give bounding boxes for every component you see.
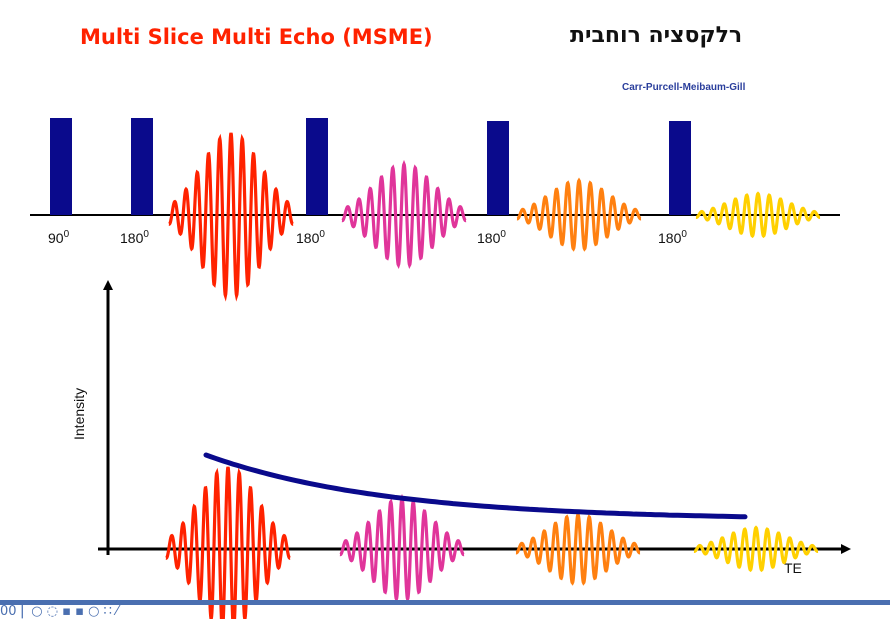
sequence-name-label: Carr-Purcell-Meibaum-Gill <box>622 82 746 93</box>
footer-text: 00 ⎢ ○ ◌ ▪ ▪ ○ ∷ ⁄ <box>0 604 119 619</box>
t2-decay-curve <box>203 452 748 520</box>
x-axis-label: TE <box>784 560 802 576</box>
slide-title-hebrew: רלקסציה רוחבית <box>570 23 743 48</box>
graph-echoes <box>165 466 819 619</box>
graph-echo-3 <box>515 511 641 586</box>
sequence-echoes <box>168 132 821 302</box>
graph-echo-1 <box>165 466 291 619</box>
pulse-label-4: 1800 <box>477 229 506 246</box>
rf-pulses <box>50 118 691 215</box>
y-axis-label: Intensity <box>71 388 87 440</box>
footer-bar <box>0 600 890 605</box>
graph-echo-4 <box>693 525 819 573</box>
pulse-label-3: 1800 <box>296 229 325 246</box>
slide-title: Multi Slice Multi Echo (MSME) <box>80 25 433 49</box>
pulse-label-2: 1800 <box>120 229 149 246</box>
rf-pulse-5 <box>669 121 691 215</box>
rf-pulse-3 <box>306 118 328 215</box>
pulse-label-1: 900 <box>48 229 70 246</box>
rf-pulse-2 <box>131 118 153 215</box>
sequence-echo-4 <box>695 191 821 239</box>
pulse-label-5: 1800 <box>658 229 687 246</box>
sequence-echo-3 <box>516 177 642 252</box>
rf-pulse-1 <box>50 118 72 215</box>
sequence-echo-1 <box>168 132 294 302</box>
rf-pulse-4 <box>487 121 509 215</box>
pulse-labels: 900 1800 1800 1800 1800 <box>48 229 687 246</box>
sequence-echo-2 <box>341 159 467 269</box>
